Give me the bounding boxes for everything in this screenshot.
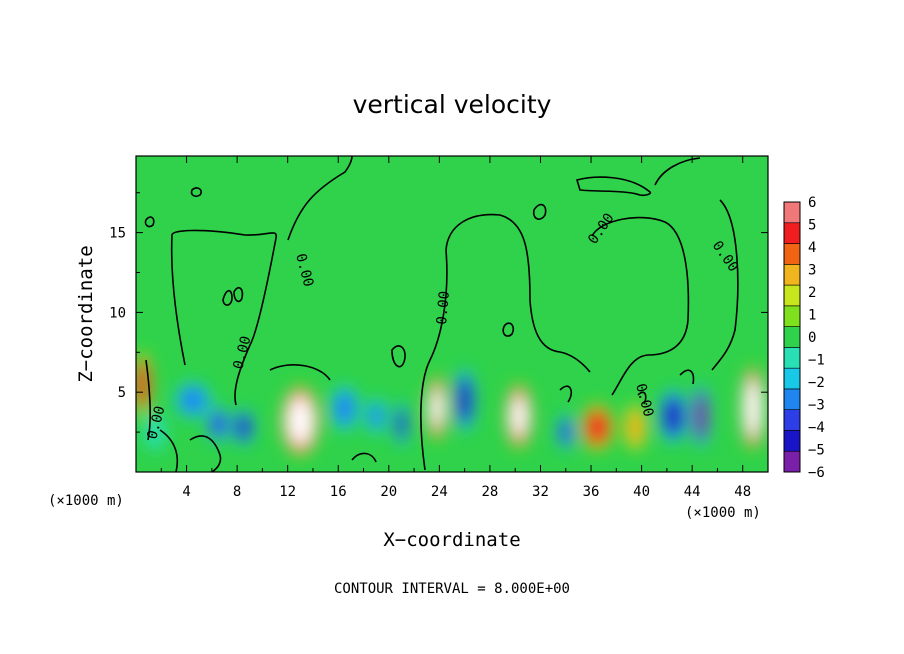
plot-frame bbox=[135, 155, 769, 473]
contour-line bbox=[591, 216, 690, 396]
field-blob bbox=[181, 389, 204, 412]
colorbar-label: 3 bbox=[808, 263, 816, 279]
contour-line bbox=[559, 385, 572, 403]
contour-line bbox=[637, 391, 647, 405]
y-tick-label: 15 bbox=[109, 226, 126, 242]
contour-line bbox=[351, 452, 377, 463]
contour-line bbox=[170, 234, 186, 366]
colorbar-label: 2 bbox=[808, 285, 816, 301]
contour-line bbox=[145, 359, 151, 441]
x-tick-label: 48 bbox=[734, 484, 751, 500]
colorbar-swatch bbox=[783, 222, 801, 244]
contour-line bbox=[391, 345, 406, 368]
colorbar-label: −1 bbox=[808, 353, 825, 369]
x-units-left: (×1000 m) bbox=[48, 493, 124, 509]
colorbar-frame bbox=[783, 201, 801, 473]
field-blob bbox=[695, 398, 707, 434]
y-tick-label: 10 bbox=[109, 305, 126, 321]
x-tick-label: 36 bbox=[583, 484, 600, 500]
field-blob bbox=[458, 382, 471, 419]
x-tick-label: 4 bbox=[182, 484, 190, 500]
colorbar-label: −5 bbox=[808, 443, 825, 459]
x-tick-label: 16 bbox=[330, 484, 347, 500]
field-blob bbox=[431, 390, 443, 426]
colorbar-label: 4 bbox=[808, 240, 816, 256]
field-blob bbox=[146, 418, 164, 446]
colorbar-swatch bbox=[783, 367, 801, 390]
contour-line bbox=[159, 429, 179, 472]
colorbar-swatch bbox=[783, 326, 801, 348]
colorbar-label: −3 bbox=[808, 398, 825, 414]
colorbar-label: 6 bbox=[808, 195, 816, 211]
x-axis-label: X−coordinate bbox=[383, 529, 520, 551]
x-tick-label: 28 bbox=[481, 484, 498, 500]
field-blobs bbox=[136, 352, 765, 456]
x-tick-label: 40 bbox=[633, 484, 650, 500]
chart-title: vertical velocity bbox=[353, 90, 552, 119]
field-blob bbox=[560, 421, 571, 443]
field-blob bbox=[290, 401, 311, 440]
contour-line bbox=[420, 249, 448, 471]
colorbar-swatch bbox=[783, 201, 801, 224]
contour-interval-footer: CONTOUR INTERVAL = 8.000E+00 bbox=[334, 581, 570, 597]
y-axis-label: Z−coordinate bbox=[75, 245, 97, 382]
field-blob bbox=[746, 386, 760, 431]
x-units-right: (×1000 m) bbox=[685, 505, 761, 521]
contour-line bbox=[445, 213, 591, 373]
contour-line bbox=[269, 364, 331, 381]
colorbar-label: 1 bbox=[808, 308, 816, 324]
contour-line bbox=[189, 435, 222, 472]
contour-line bbox=[502, 322, 515, 337]
contour-line bbox=[679, 369, 695, 385]
colorbar-label: −4 bbox=[808, 420, 825, 436]
colorbar-label: 0 bbox=[808, 330, 816, 346]
contour-line bbox=[287, 156, 353, 241]
x-tick-label: 20 bbox=[380, 484, 397, 500]
field-blob bbox=[211, 413, 225, 435]
field-blob bbox=[237, 416, 250, 438]
x-tick-label: 8 bbox=[233, 484, 241, 500]
contour-line bbox=[575, 176, 652, 197]
field-blob bbox=[397, 410, 406, 438]
field-blob bbox=[588, 413, 607, 441]
colorbar-swatch bbox=[783, 388, 801, 410]
contour-line bbox=[144, 216, 155, 228]
y-tick-label: 5 bbox=[118, 385, 126, 401]
field-blob bbox=[369, 404, 384, 429]
contour-line bbox=[532, 203, 547, 220]
colorbar-swatch bbox=[783, 347, 801, 369]
colorbar-swatch bbox=[783, 305, 801, 327]
colorbar-label: −6 bbox=[808, 465, 825, 481]
colorbar-swatch bbox=[783, 430, 801, 452]
colorbar-swatch bbox=[783, 264, 801, 286]
contour-line bbox=[711, 199, 739, 371]
contour-line bbox=[171, 229, 277, 406]
contour-line bbox=[654, 157, 701, 186]
field-blob bbox=[511, 398, 527, 434]
contour-lines bbox=[144, 156, 739, 472]
colorbar-swatch bbox=[783, 409, 801, 431]
colorbar-label: −2 bbox=[808, 375, 825, 391]
colorbar: −6 −5 −4 −3 −2 −1 0 1 2 3 4 5 6 bbox=[783, 195, 825, 481]
colorbar-swatch bbox=[783, 284, 801, 307]
contour-line bbox=[190, 187, 202, 197]
colorbar-swatch bbox=[783, 450, 801, 473]
colorbar-swatch bbox=[783, 243, 801, 265]
contour-label: 0.00 bbox=[434, 290, 453, 325]
x-tick-label: 12 bbox=[279, 484, 296, 500]
field-blob bbox=[628, 412, 643, 443]
colorbar-label: 5 bbox=[808, 218, 816, 234]
x-tick-label: 32 bbox=[532, 484, 549, 500]
field-blob bbox=[137, 365, 148, 403]
contour-line bbox=[222, 289, 233, 306]
field-blob bbox=[335, 394, 354, 423]
x-tick-label: 44 bbox=[684, 484, 701, 500]
x-tick-label: 24 bbox=[431, 484, 448, 500]
plot-field: 0.00 0.00 0.00 0.00 0.00 0.00 0.00 bbox=[136, 156, 768, 472]
field-blob bbox=[664, 400, 682, 432]
contour-line bbox=[233, 286, 244, 303]
